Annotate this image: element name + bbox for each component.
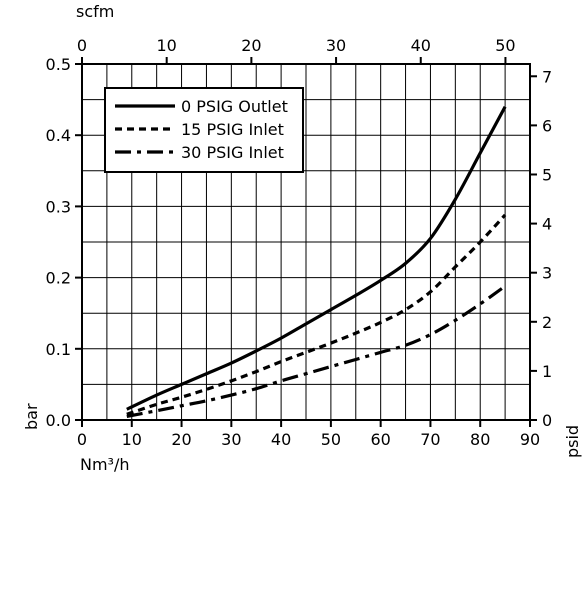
y-tick-label: 0.2 xyxy=(46,269,71,288)
x-tick-label: 50 xyxy=(321,430,341,449)
right-y-tick-label: 0 xyxy=(542,411,552,430)
right-y-tick-label: 1 xyxy=(542,362,552,381)
x-tick-label: 0 xyxy=(77,430,87,449)
x-tick-label: 30 xyxy=(221,430,241,449)
legend-label: 0 PSIG Outlet xyxy=(181,97,288,116)
right-y-tick-label: 5 xyxy=(542,165,552,184)
top-x-tick-label: 20 xyxy=(241,36,261,55)
top-x-tick-label: 50 xyxy=(495,36,515,55)
series-line-1 xyxy=(126,105,507,411)
legend-label: 15 PSIG Inlet xyxy=(181,120,284,139)
y-axis-label: bar xyxy=(22,403,41,430)
top-x-tick-label: 10 xyxy=(157,36,177,55)
x-tick-label: 40 xyxy=(271,430,291,449)
right-y-tick-label: 7 xyxy=(542,67,552,86)
top-x-tick-label: 0 xyxy=(77,36,87,55)
x-tick-label: 10 xyxy=(122,430,142,449)
plot-frame xyxy=(81,63,531,421)
right-y-axis-label: psid xyxy=(563,425,582,458)
legend: 0 PSIG Outlet 15 PSIG Inlet 30 PSIG Inlet xyxy=(104,87,304,173)
right-y-tick-label: 3 xyxy=(542,264,552,283)
top-x-tick-label: 40 xyxy=(411,36,431,55)
legend-box xyxy=(104,87,304,173)
right-y-tick-label: 4 xyxy=(542,215,552,234)
x-axis-label: Nm³/h xyxy=(80,455,130,474)
y-tick-label: 0.3 xyxy=(46,197,71,216)
y-tick-label: 0.0 xyxy=(46,411,71,430)
ticks xyxy=(75,57,537,427)
top-x-tick-label: 30 xyxy=(326,36,346,55)
x-tick-label: 70 xyxy=(420,430,440,449)
x-tick-label: 80 xyxy=(470,430,490,449)
tick-labels: 0 10 20 30 40 50 60 70 80 900 10 20 30 40 500.00.10.20… xyxy=(46,36,553,449)
right-y-tick-label: 2 xyxy=(542,313,552,332)
right-y-tick-label: 6 xyxy=(542,116,552,135)
top-x-axis-label: scfm xyxy=(76,2,114,21)
series-lines xyxy=(126,105,507,419)
x-tick-label: 90 xyxy=(520,430,540,449)
y-tick-label: 0.1 xyxy=(46,340,71,359)
legend-label: 30 PSIG Inlet xyxy=(181,143,284,162)
y-tick-label: 0.4 xyxy=(46,126,71,145)
x-tick-label: 20 xyxy=(171,430,191,449)
y-tick-label: 0.5 xyxy=(46,55,71,74)
x-tick-label: 60 xyxy=(370,430,390,449)
series-line-3 xyxy=(126,284,507,419)
